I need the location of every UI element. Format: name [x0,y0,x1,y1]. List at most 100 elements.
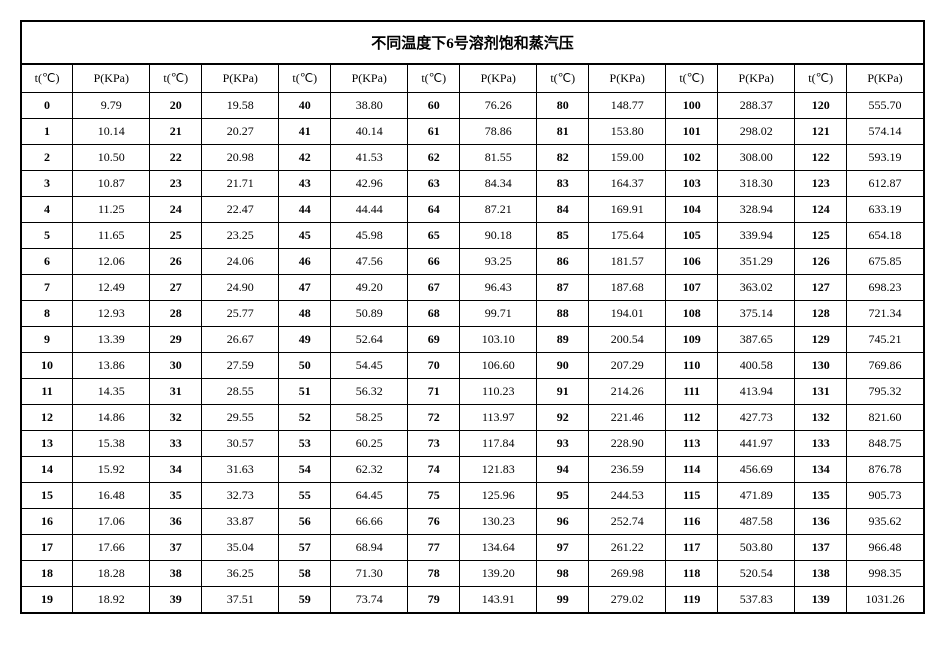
pressure-cell: 214.26 [589,379,666,405]
temp-cell: 9 [21,327,73,353]
pressure-cell: 24.06 [202,249,279,275]
temp-cell: 116 [666,509,718,535]
temp-cell: 109 [666,327,718,353]
temp-cell: 106 [666,249,718,275]
pressure-cell: 35.04 [202,535,279,561]
pressure-cell: 721.34 [847,301,925,327]
temp-cell: 65 [408,223,460,249]
temp-cell: 38 [150,561,202,587]
pressure-cell: 143.91 [460,587,537,613]
temp-cell: 50 [279,353,331,379]
pressure-cell: 134.64 [460,535,537,561]
temp-cell: 87 [537,275,589,301]
temp-cell: 130 [795,353,847,379]
temp-cell: 89 [537,327,589,353]
pressure-cell: 110.23 [460,379,537,405]
temp-cell: 138 [795,561,847,587]
temp-cell: 25 [150,223,202,249]
temp-cell: 100 [666,93,718,119]
pressure-cell: 745.21 [847,327,925,353]
temp-cell: 126 [795,249,847,275]
temp-cell: 17 [21,535,73,561]
header-t-1: t(℃) [150,64,202,93]
pressure-cell: 200.54 [589,327,666,353]
pressure-cell: 593.19 [847,145,925,171]
temp-cell: 42 [279,145,331,171]
temp-cell: 54 [279,457,331,483]
pressure-cell: 413.94 [718,379,795,405]
pressure-cell: 84.34 [460,171,537,197]
pressure-cell: 96.43 [460,275,537,301]
pressure-cell: 9.79 [73,93,150,119]
temp-cell: 49 [279,327,331,353]
pressure-cell: 351.29 [718,249,795,275]
pressure-cell: 22.47 [202,197,279,223]
table-row: 1214.863229.555258.2572113.9792221.46112… [21,405,924,431]
pressure-cell: 16.48 [73,483,150,509]
pressure-cell: 18.92 [73,587,150,613]
pressure-cell: 27.59 [202,353,279,379]
pressure-cell: 654.18 [847,223,925,249]
table-row: 210.502220.984241.536281.5582159.0010230… [21,145,924,171]
temp-cell: 133 [795,431,847,457]
table-row: 1114.353128.555156.3271110.2391214.26111… [21,379,924,405]
temp-cell: 4 [21,197,73,223]
temp-cell: 139 [795,587,847,613]
pressure-cell: 44.44 [331,197,408,223]
pressure-cell: 50.89 [331,301,408,327]
pressure-cell: 848.75 [847,431,925,457]
pressure-cell: 13.86 [73,353,150,379]
temp-cell: 23 [150,171,202,197]
pressure-cell: 633.19 [847,197,925,223]
pressure-cell: 194.01 [589,301,666,327]
header-t-2: t(℃) [279,64,331,93]
temp-cell: 80 [537,93,589,119]
pressure-cell: 18.28 [73,561,150,587]
table-row: 1315.383330.575360.2573117.8493228.90113… [21,431,924,457]
temp-cell: 26 [150,249,202,275]
temp-cell: 11 [21,379,73,405]
pressure-cell: 56.32 [331,379,408,405]
temp-cell: 43 [279,171,331,197]
temp-cell: 39 [150,587,202,613]
table-row: 411.252422.474444.446487.2184169.9110432… [21,197,924,223]
pressure-cell: 113.97 [460,405,537,431]
temp-cell: 104 [666,197,718,223]
temp-cell: 60 [408,93,460,119]
pressure-cell: 19.58 [202,93,279,119]
pressure-cell: 139.20 [460,561,537,587]
pressure-cell: 487.58 [718,509,795,535]
temp-cell: 118 [666,561,718,587]
temp-cell: 105 [666,223,718,249]
temp-cell: 70 [408,353,460,379]
pressure-cell: 47.56 [331,249,408,275]
pressure-cell: 441.97 [718,431,795,457]
pressure-cell: 175.64 [589,223,666,249]
pressure-cell: 221.46 [589,405,666,431]
temp-cell: 91 [537,379,589,405]
temp-cell: 83 [537,171,589,197]
pressure-cell: 40.14 [331,119,408,145]
temp-cell: 51 [279,379,331,405]
temp-cell: 82 [537,145,589,171]
header-p-6: P(KPa) [847,64,925,93]
temp-cell: 117 [666,535,718,561]
pressure-cell: 181.57 [589,249,666,275]
temp-cell: 7 [21,275,73,301]
pressure-cell: 159.00 [589,145,666,171]
temp-cell: 22 [150,145,202,171]
pressure-cell: 153.80 [589,119,666,145]
header-t-4: t(℃) [537,64,589,93]
pressure-cell: 520.54 [718,561,795,587]
temp-cell: 69 [408,327,460,353]
pressure-cell: 81.55 [460,145,537,171]
temp-cell: 124 [795,197,847,223]
pressure-cell: 966.48 [847,535,925,561]
temp-cell: 3 [21,171,73,197]
header-t-0: t(℃) [21,64,73,93]
pressure-cell: 821.60 [847,405,925,431]
pressure-cell: 12.49 [73,275,150,301]
header-p-0: P(KPa) [73,64,150,93]
temp-cell: 129 [795,327,847,353]
temp-cell: 21 [150,119,202,145]
